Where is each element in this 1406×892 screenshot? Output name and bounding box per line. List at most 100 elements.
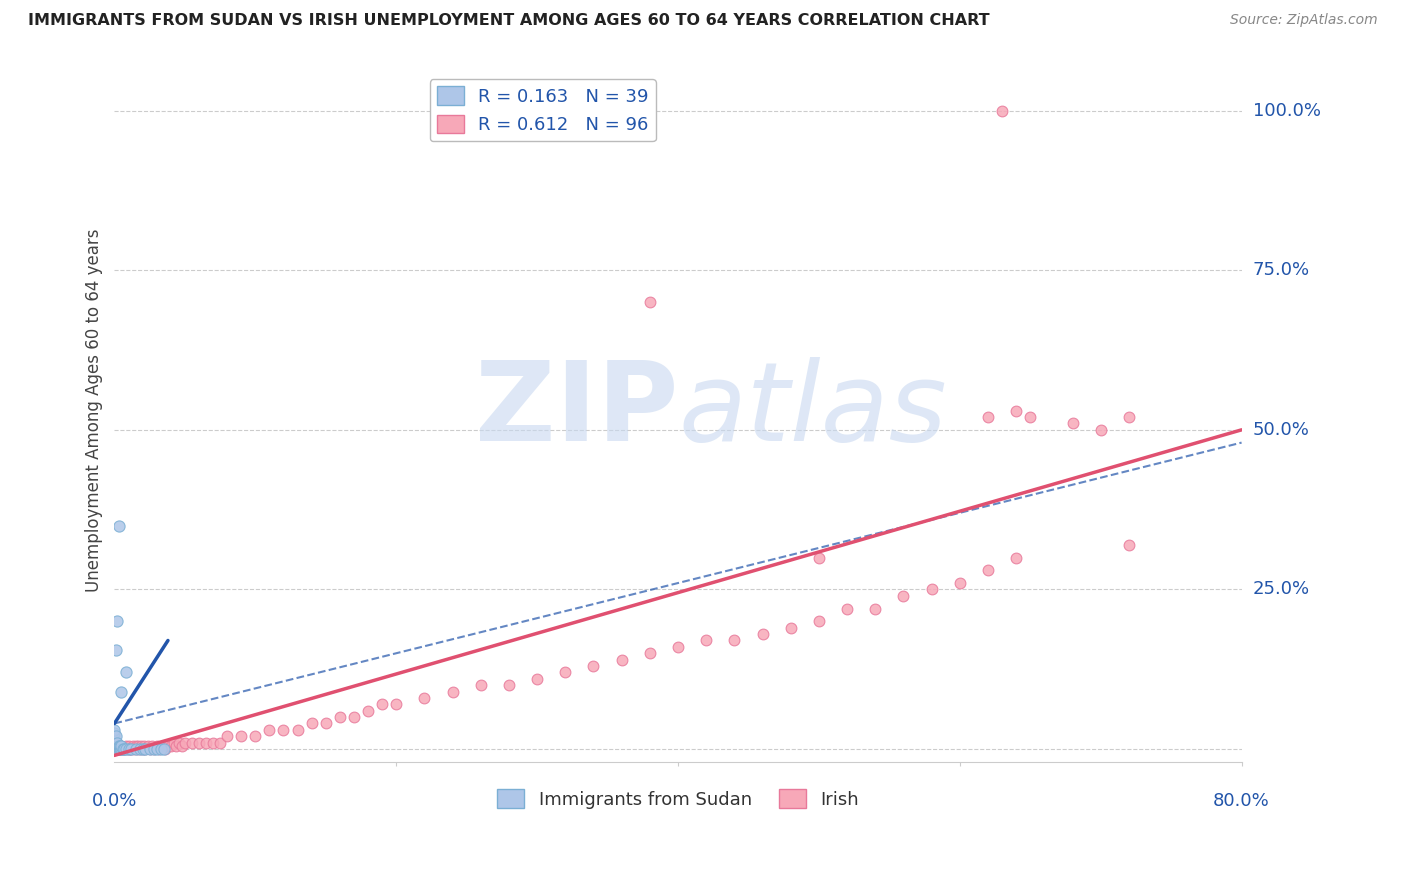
- Point: [117, 742, 139, 756]
- Point: [148, 742, 170, 756]
- Point: [343, 710, 366, 724]
- Point: [110, 739, 132, 753]
- Point: [112, 742, 135, 756]
- Point: [977, 410, 1000, 425]
- Point: [132, 739, 155, 753]
- Point: [124, 739, 146, 753]
- Point: [127, 739, 149, 753]
- Point: [977, 563, 1000, 577]
- Text: 75.0%: 75.0%: [1253, 261, 1310, 279]
- Point: [105, 615, 128, 629]
- Point: [145, 742, 167, 756]
- Point: [991, 103, 1014, 118]
- Point: [103, 732, 125, 747]
- Point: [329, 710, 352, 724]
- Point: [1118, 538, 1140, 552]
- Point: [245, 729, 267, 743]
- Point: [273, 723, 295, 737]
- Point: [138, 742, 160, 756]
- Point: [110, 742, 132, 756]
- Point: [105, 739, 128, 753]
- Point: [118, 742, 141, 756]
- Point: [107, 739, 129, 753]
- Point: [138, 742, 160, 756]
- Point: [107, 518, 129, 533]
- Point: [259, 723, 281, 737]
- Point: [231, 729, 253, 743]
- Point: [122, 742, 145, 756]
- Point: [470, 678, 492, 692]
- Point: [104, 742, 127, 756]
- Point: [131, 742, 153, 756]
- Point: [120, 742, 142, 756]
- Point: [695, 633, 717, 648]
- Point: [385, 698, 408, 712]
- Point: [107, 742, 129, 756]
- Point: [666, 640, 689, 654]
- Point: [103, 723, 125, 737]
- Point: [103, 742, 125, 756]
- Point: [357, 704, 380, 718]
- Point: [1090, 423, 1112, 437]
- Point: [112, 742, 135, 756]
- Point: [610, 653, 633, 667]
- Point: [117, 742, 139, 756]
- Point: [103, 739, 125, 753]
- Text: Source: ZipAtlas.com: Source: ZipAtlas.com: [1230, 13, 1378, 28]
- Point: [124, 742, 146, 756]
- Point: [170, 739, 193, 753]
- Point: [195, 736, 218, 750]
- Point: [114, 665, 136, 680]
- Point: [156, 739, 179, 753]
- Point: [441, 684, 464, 698]
- Point: [152, 742, 174, 756]
- Point: [103, 739, 125, 753]
- Text: 80.0%: 80.0%: [1213, 792, 1270, 810]
- Point: [173, 736, 195, 750]
- Point: [807, 550, 830, 565]
- Point: [103, 742, 125, 756]
- Point: [141, 739, 163, 753]
- Point: [865, 601, 887, 615]
- Point: [105, 742, 128, 756]
- Point: [105, 736, 128, 750]
- Point: [893, 589, 915, 603]
- Point: [315, 716, 337, 731]
- Point: [103, 736, 125, 750]
- Point: [638, 646, 661, 660]
- Point: [159, 739, 181, 753]
- Point: [145, 739, 167, 753]
- Point: [217, 729, 239, 743]
- Point: [180, 736, 202, 750]
- Point: [554, 665, 576, 680]
- Point: [108, 742, 131, 756]
- Point: [142, 742, 165, 756]
- Text: 25.0%: 25.0%: [1253, 581, 1310, 599]
- Point: [162, 736, 184, 750]
- Point: [110, 742, 132, 756]
- Point: [526, 672, 548, 686]
- Point: [108, 739, 131, 753]
- Point: [202, 736, 225, 750]
- Point: [129, 739, 152, 753]
- Point: [111, 742, 134, 756]
- Point: [128, 742, 150, 756]
- Point: [104, 643, 127, 657]
- Point: [287, 723, 309, 737]
- Text: atlas: atlas: [678, 357, 946, 464]
- Point: [105, 742, 128, 756]
- Point: [104, 729, 127, 743]
- Point: [165, 739, 187, 753]
- Point: [949, 576, 972, 591]
- Text: ZIP: ZIP: [475, 357, 678, 464]
- Legend: Immigrants from Sudan, Irish: Immigrants from Sudan, Irish: [489, 782, 866, 816]
- Point: [110, 739, 132, 753]
- Point: [134, 742, 156, 756]
- Point: [105, 739, 128, 753]
- Point: [108, 742, 131, 756]
- Point: [209, 736, 232, 750]
- Point: [188, 736, 211, 750]
- Point: [134, 742, 156, 756]
- Text: 100.0%: 100.0%: [1253, 102, 1320, 120]
- Point: [301, 716, 323, 731]
